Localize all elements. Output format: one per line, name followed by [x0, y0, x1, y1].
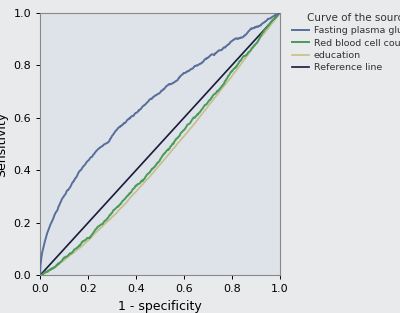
Y-axis label: Sensitivity: Sensitivity: [0, 111, 8, 177]
Legend: Fasting plasma glucose, Red blood cell count, education, Reference line: Fasting plasma glucose, Red blood cell c…: [288, 9, 400, 76]
X-axis label: 1 - specificity: 1 - specificity: [118, 300, 202, 313]
